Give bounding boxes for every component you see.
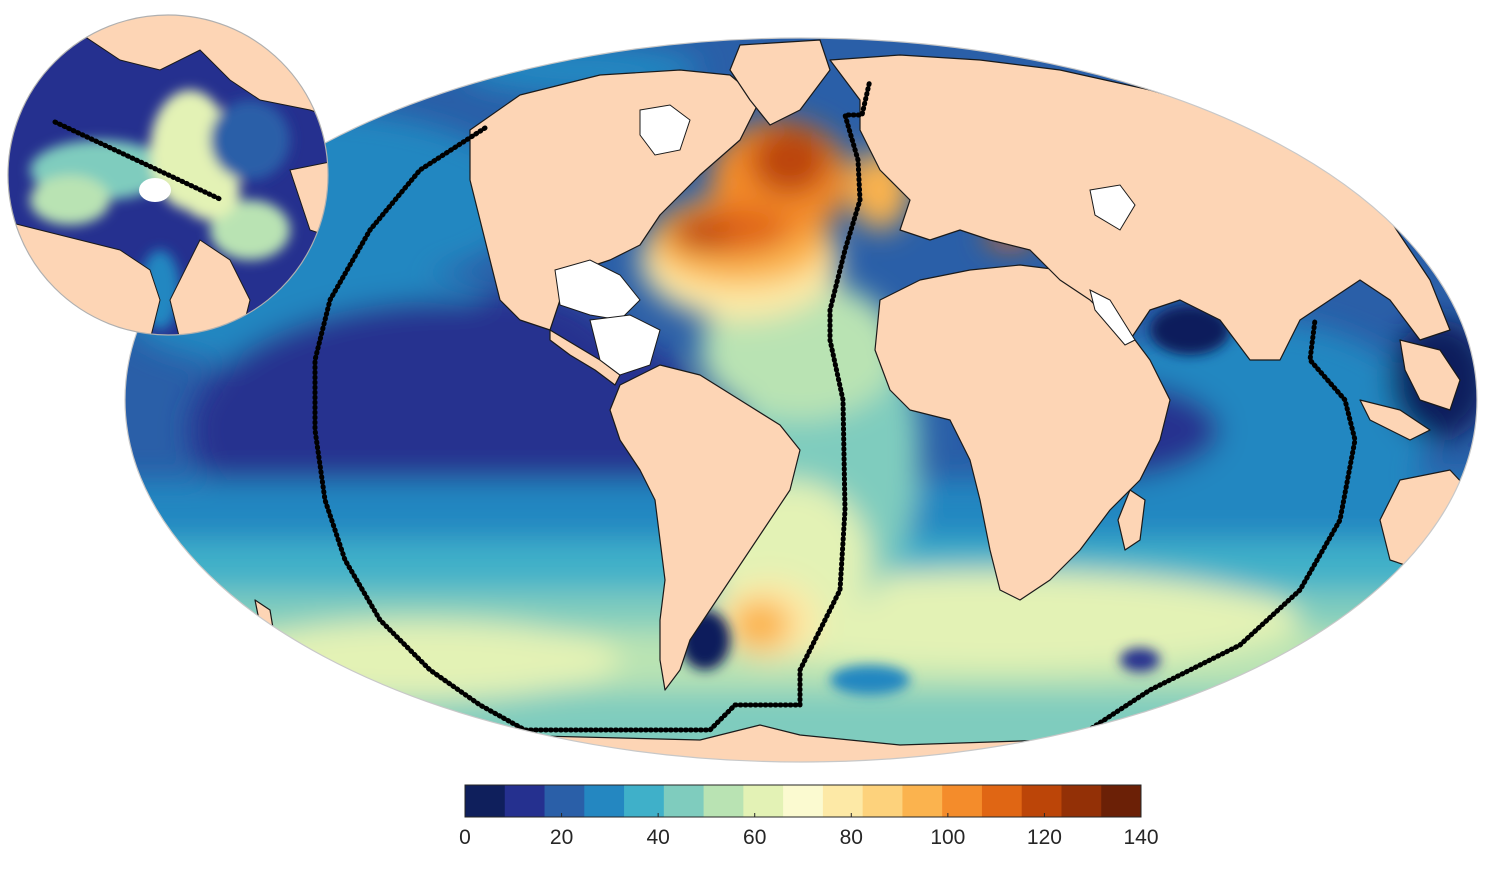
transect-line-indian	[1089, 317, 1358, 731]
colorbar: 0 20 40 60 80 100 120 140	[459, 784, 1159, 849]
southeast-asia	[1399, 339, 1461, 411]
colorbar-swatch	[902, 785, 943, 817]
colorbar-tick-label: 60	[743, 826, 766, 849]
colorbar-swatches	[465, 785, 1142, 817]
inset-land-south	[169, 239, 251, 335]
colorbar-swatch	[663, 785, 705, 817]
colorbar-swatch	[942, 785, 983, 817]
greenland	[729, 39, 831, 126]
blank-regions	[554, 104, 1136, 376]
polar-inset	[7, 14, 329, 336]
colorbar-tick-label: 120	[1027, 826, 1062, 849]
colorbar-frame	[464, 784, 1142, 818]
colorbar-swatch	[1101, 785, 1142, 817]
colorbar-swatch	[544, 785, 585, 817]
colorbar-swatch	[862, 785, 903, 817]
colorbar-swatch	[981, 785, 1023, 817]
south-america	[609, 364, 801, 691]
indonesia	[1359, 399, 1431, 441]
colorbar-swatch	[584, 785, 625, 817]
caribbean	[589, 314, 661, 376]
hudson-bay	[639, 104, 691, 156]
colorbar-swatch	[624, 785, 665, 817]
colorbar-swatch	[1061, 785, 1102, 817]
colorbar-swatch	[465, 785, 506, 817]
colorbar-swatch	[504, 785, 546, 817]
colorbar-tick-label: 80	[840, 826, 863, 849]
caspian-sea	[1089, 184, 1136, 231]
colorbar-swatch	[743, 785, 784, 817]
central-america	[549, 329, 621, 386]
madagascar	[1117, 489, 1146, 551]
inset-border	[7, 14, 329, 336]
colorbar-ticks: 0 20 40 60 80 100 120 140	[459, 813, 1159, 849]
map-border	[124, 37, 1478, 763]
inset-blank-pole	[139, 178, 171, 202]
gulf-of-mexico	[554, 259, 641, 321]
transect-line	[312, 77, 873, 733]
colorbar-swatch	[1021, 785, 1062, 817]
colorbar-tick-label: 140	[1123, 826, 1158, 849]
north-america	[469, 69, 761, 331]
red-sea	[1089, 289, 1136, 346]
colorbar-tick-label: 40	[646, 826, 669, 849]
colorbar-swatch	[822, 785, 864, 817]
colorbar-swatch	[703, 785, 744, 817]
colorbar-tick-label: 0	[459, 826, 471, 849]
inset-transect-line	[52, 119, 225, 203]
colorbar-swatch	[783, 785, 824, 817]
colorbar-tick-label: 100	[930, 826, 965, 849]
colorbar-tick-label: 20	[550, 826, 573, 849]
